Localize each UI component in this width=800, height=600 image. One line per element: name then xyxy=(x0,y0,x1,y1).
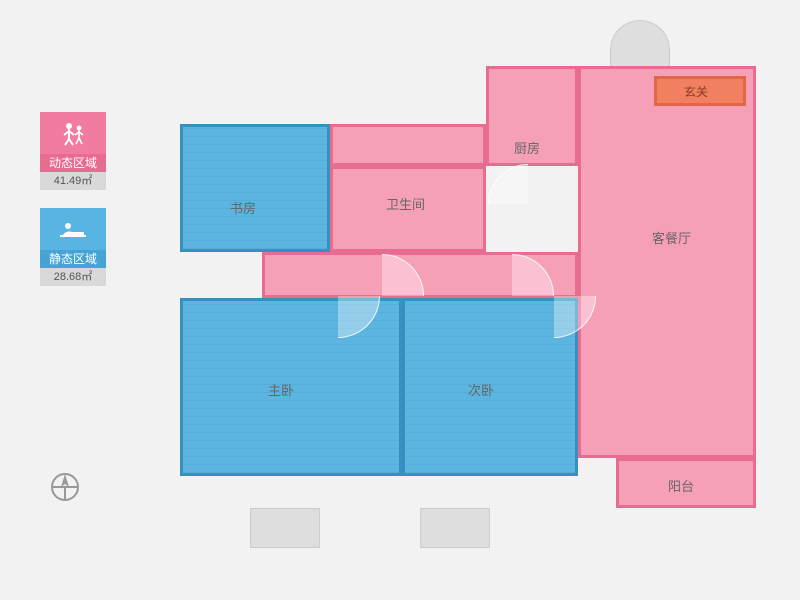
room-label-living: 客餐厅 xyxy=(652,228,691,247)
legend-static: 静态区域 28.68㎡ xyxy=(40,208,106,286)
legend-static-value: 28.68㎡ xyxy=(40,268,106,286)
room-living xyxy=(578,66,756,458)
room-label-study: 书房 xyxy=(230,198,256,217)
legend-dynamic: 动态区域 41.49㎡ xyxy=(40,112,106,190)
exterior-element xyxy=(420,508,490,548)
floorplan: 客餐厅 厨房卫生间阳台 书房主卧 次卧 玄关 xyxy=(170,20,770,580)
room-label-second: 次卧 xyxy=(468,380,494,399)
legend-dynamic-value: 41.49㎡ xyxy=(40,172,106,190)
room-label-entrance: 玄关 xyxy=(684,83,708,100)
room-study xyxy=(180,124,330,252)
legend-dynamic-icon-box xyxy=(40,112,106,154)
exterior-element xyxy=(250,508,320,548)
room-label-master: 主卧 xyxy=(268,380,294,399)
exterior-element xyxy=(610,20,670,66)
room-label-kitchen: 厨房 xyxy=(514,138,540,157)
room-label-bath: 卫生间 xyxy=(386,194,425,213)
people-icon xyxy=(59,119,87,147)
legend-dynamic-label: 动态区域 xyxy=(40,154,106,172)
door-arc xyxy=(488,164,528,204)
legend-panel: 动态区域 41.49㎡ 静态区域 28.68㎡ xyxy=(40,112,106,304)
room-label-balcony: 阳台 xyxy=(668,476,694,495)
legend-static-icon-box xyxy=(40,208,106,250)
sleep-icon xyxy=(58,216,88,242)
room-upper xyxy=(330,124,486,166)
compass-icon xyxy=(48,470,82,509)
legend-static-label: 静态区域 xyxy=(40,250,106,268)
